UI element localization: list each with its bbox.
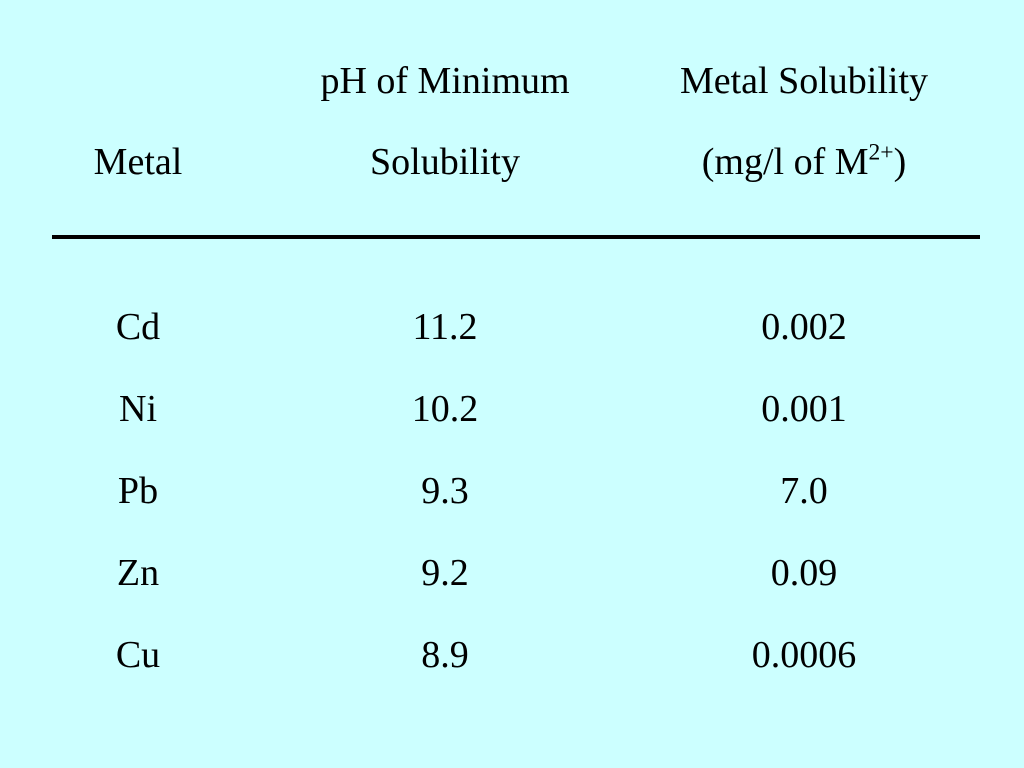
header-divider [52,235,980,239]
row-solubility: 0.001 [761,388,847,430]
header-solubility-charge: 2+ [868,139,894,166]
row-ph: 9.3 [421,470,469,512]
row-ph: 11.2 [412,306,478,348]
header-solubility-unit-prefix: (mg/l of M [701,141,869,183]
row-ph: 10.2 [411,388,479,430]
header-solubility-unit-suffix: ) [893,141,907,183]
row-metal: Pb [117,470,159,512]
row-solubility: 0.09 [770,552,838,594]
header-solubility-line2: (mg/l of M2+) [701,141,907,183]
row-metal: Ni [119,388,157,430]
header-ph-line1: pH of Minimum [320,60,570,102]
row-ph: 8.9 [421,634,469,676]
header-solubility-line1: Metal Solubility [679,60,929,102]
row-metal: Zn [116,552,160,594]
row-ph: 9.2 [421,552,469,594]
row-solubility: 0.0006 [751,634,857,676]
header-metal: Metal [93,141,183,183]
row-metal: Cu [115,634,161,676]
row-solubility: 0.002 [761,306,847,348]
row-metal: Cd [115,306,161,348]
header-ph-line2: Solubility [370,141,520,183]
row-solubility: 7.0 [780,470,828,512]
